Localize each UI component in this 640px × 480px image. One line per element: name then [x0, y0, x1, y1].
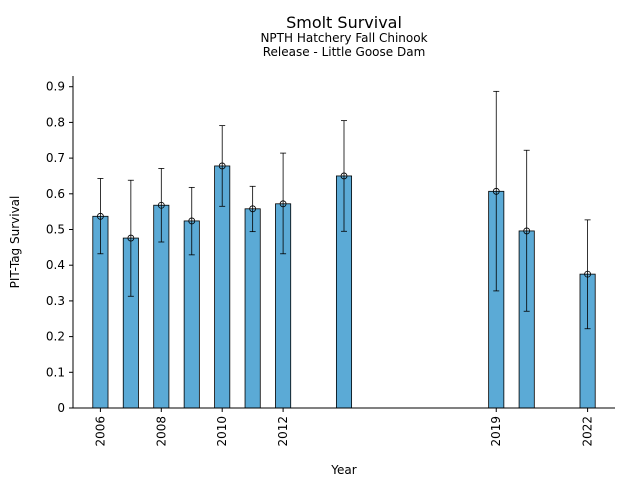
x-tick-label: 2019 [489, 416, 503, 447]
y-tick-label: 0.9 [46, 80, 65, 94]
x-tick-label: 2006 [93, 416, 107, 447]
point-marker-2010 [218, 162, 226, 170]
x-tick-label: 2022 [581, 416, 595, 447]
y-axis-label: PIT-Tag Survival [8, 196, 22, 289]
x-axis-ticks: 2006 2008 2010 2012 2019 2022 [93, 408, 595, 447]
point-marker-2008 [157, 201, 165, 209]
error-bar-2020 [523, 149, 530, 312]
error-bar-2014 [341, 120, 347, 232]
chart-subtitle-line-1: NPTH Hatchery Fall Chinook [260, 31, 427, 45]
y-tick-label: 0.6 [46, 187, 65, 201]
y-tick-label: 0.5 [46, 223, 65, 237]
x-tick-label: 2012 [276, 416, 290, 447]
chart-subtitle-line-2: Release - Little Goose Dam [263, 45, 426, 59]
error-bar-2011 [249, 185, 256, 233]
x-axis-label: Year [330, 463, 356, 477]
y-tick-label: 0.7 [46, 151, 65, 165]
y-tick-label: 0 [57, 401, 65, 415]
x-tick-label: 2008 [154, 416, 168, 447]
error-bar-2006 [97, 178, 104, 255]
y-axis-ticks: 0 0.1 0.2 0.3 0.4 0.5 0.6 0.7 0.8 0.9 [46, 80, 73, 415]
error-bar-2012 [280, 152, 287, 255]
error-bar-2008 [158, 168, 165, 243]
y-tick-label: 0.2 [46, 330, 65, 344]
y-tick-label: 0.3 [46, 294, 65, 308]
point-marker-series [97, 162, 591, 278]
x-tick-label: 2010 [215, 416, 229, 447]
error-bar-2019 [493, 90, 500, 292]
y-tick-label: 0.4 [46, 258, 65, 272]
bar-series [92, 165, 596, 409]
point-marker-2019 [492, 187, 500, 195]
chart-title: Smolt Survival [286, 13, 402, 32]
point-marker-2009 [188, 217, 196, 225]
point-marker-2011 [249, 205, 257, 213]
error-bar-2022 [584, 219, 591, 330]
error-bar-2009 [188, 186, 195, 256]
y-tick-label: 0.1 [46, 365, 65, 379]
point-marker-2020 [523, 227, 531, 235]
error-bar-series [97, 90, 591, 330]
point-marker-2012 [279, 200, 287, 208]
error-bar-2010 [219, 125, 226, 207]
y-tick-label: 0.8 [46, 115, 65, 129]
point-marker-2006 [97, 212, 104, 220]
bar-2011 [244, 208, 261, 409]
error-bar-2007 [127, 179, 134, 297]
point-marker-2007 [127, 234, 135, 242]
point-marker-2022 [584, 270, 591, 278]
point-marker-2014 [340, 172, 348, 180]
